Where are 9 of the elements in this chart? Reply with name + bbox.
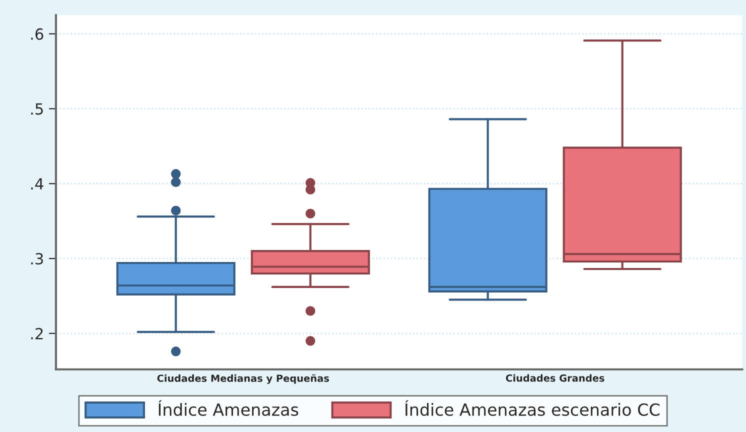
x-tick-label: Ciudades Grandes (506, 374, 604, 382)
y-tick-label: .6 (31, 28, 44, 40)
y-tick-label: .2 (31, 328, 43, 340)
y-tick-label: .3 (31, 252, 43, 265)
y-tick-label: .4 (31, 178, 44, 190)
x-tick-label: Ciudades Medianas y Pequeñas (157, 374, 329, 384)
y-tick-label: .5 (31, 103, 43, 115)
legend-label: Índice Amenazas escenario CC (405, 400, 660, 416)
legend-label: Índice Amenazas (158, 400, 298, 416)
